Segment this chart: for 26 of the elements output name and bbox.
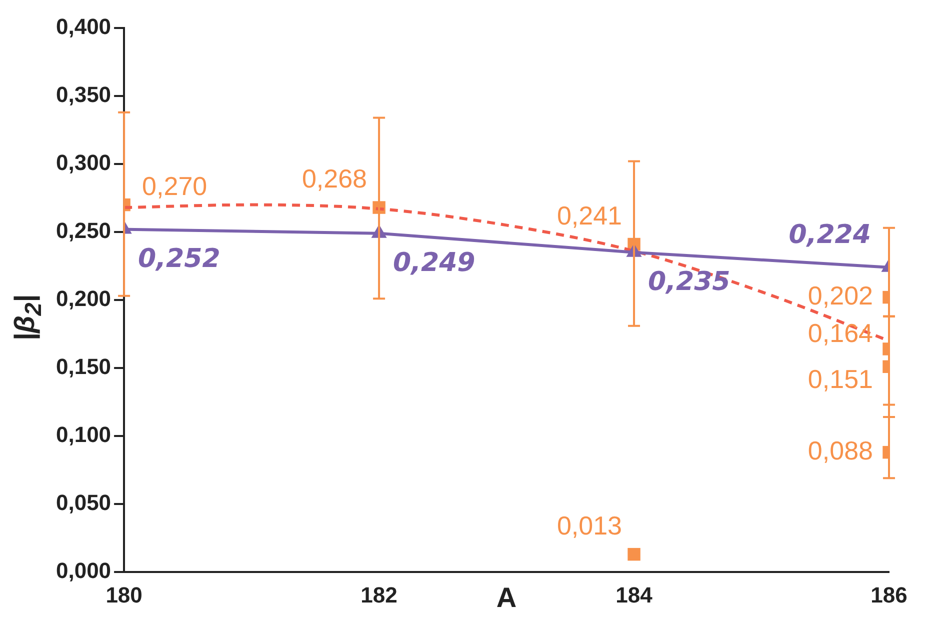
data-label: 0,013 xyxy=(556,510,622,540)
data-label: 0,088 xyxy=(808,435,873,466)
y-tick-label: 0,050 xyxy=(56,490,112,516)
y-tick-label: 0,300 xyxy=(56,150,112,176)
y-tick-label: 0,000 xyxy=(56,558,112,584)
data-label: 0,164 xyxy=(808,318,873,348)
data-label: 0,249 xyxy=(393,248,476,278)
x-tick-label: 182 xyxy=(360,582,398,608)
data-label: 0,151 xyxy=(808,364,873,394)
data-label: 0,224 xyxy=(788,220,871,250)
data-label: 0,241 xyxy=(556,200,622,230)
data-label: 0,268 xyxy=(302,164,368,194)
data-label: 0,252 xyxy=(138,244,220,274)
data-label: 0,235 xyxy=(648,267,730,298)
y-tick-label: 0,400 xyxy=(56,14,112,40)
y-tick-label: 0,100 xyxy=(56,422,112,448)
x-tick-label: 186 xyxy=(870,582,908,608)
y-tick-label: 0,250 xyxy=(56,218,112,244)
y-tick-label: 0,200 xyxy=(56,286,112,312)
x-tick-label: 180 xyxy=(106,582,142,608)
data-label: 0,202 xyxy=(808,280,873,310)
x-tick-label: 184 xyxy=(616,582,654,608)
data-label: 0,270 xyxy=(142,170,208,201)
y-tick-label: 0,150 xyxy=(56,354,112,380)
y-tick-label: 0,350 xyxy=(56,82,112,108)
x-axis-title: A xyxy=(496,582,517,613)
